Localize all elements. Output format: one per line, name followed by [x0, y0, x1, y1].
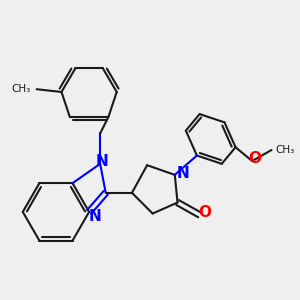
- Text: CH₃: CH₃: [276, 145, 295, 155]
- Text: N: N: [177, 166, 189, 181]
- Text: O: O: [199, 205, 212, 220]
- Text: N: N: [88, 208, 101, 224]
- Text: N: N: [95, 154, 108, 169]
- Text: CH₃: CH₃: [12, 84, 31, 94]
- Text: O: O: [248, 151, 261, 166]
